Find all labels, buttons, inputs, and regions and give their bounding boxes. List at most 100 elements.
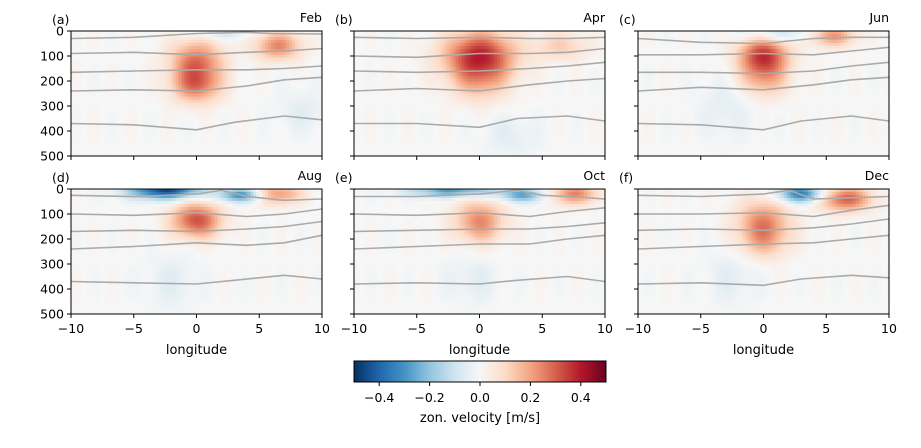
heatmap-cell <box>151 147 156 151</box>
heatmap-cell <box>151 135 156 139</box>
heatmap-cell <box>208 102 212 106</box>
heatmap-cell <box>268 51 272 56</box>
y-tick-label: 400 <box>40 124 64 139</box>
heatmap-cell <box>244 132 248 136</box>
heatmap-cell <box>160 108 165 112</box>
heatmap-cell <box>130 42 135 47</box>
heatmap-cell <box>85 99 90 103</box>
heatmap-cell <box>178 57 182 62</box>
heatmap-cell <box>443 75 448 80</box>
heatmap-cell <box>431 66 436 71</box>
heatmap-cell <box>313 66 317 71</box>
heatmap-cell <box>304 150 308 154</box>
heatmap-cell <box>79 90 84 94</box>
heatmap-cell <box>383 144 388 148</box>
heatmap-cell <box>286 111 290 115</box>
heatmap-cell <box>304 81 308 85</box>
heatmap-cell <box>217 147 221 151</box>
heatmap-cell <box>91 129 96 133</box>
heatmap-cell <box>365 150 370 154</box>
heatmap-cell <box>446 45 451 50</box>
heatmap-cell <box>277 31 281 35</box>
heatmap-cell <box>262 111 266 115</box>
heatmap-cell <box>121 66 126 71</box>
heatmap-cell <box>172 147 176 151</box>
heatmap-cell <box>422 102 427 106</box>
heatmap-cell <box>163 45 168 50</box>
heatmap-cell <box>196 87 200 91</box>
heatmap-cell <box>247 138 251 142</box>
heatmap-cell <box>235 63 239 68</box>
heatmap-cell <box>292 120 296 124</box>
heatmap-cell <box>103 132 108 136</box>
heatmap-cell <box>440 114 445 118</box>
heatmap-cell <box>401 90 406 94</box>
heatmap-cell <box>109 99 114 103</box>
heatmap-cell <box>193 72 197 77</box>
heatmap-cell <box>187 132 191 136</box>
heatmap-cell <box>449 93 454 97</box>
heatmap-cell <box>169 31 173 35</box>
heatmap-cell <box>190 132 194 136</box>
heatmap-cell <box>292 87 296 91</box>
heatmap-cell <box>250 42 254 47</box>
heatmap-cell <box>148 84 153 88</box>
heatmap-cell <box>434 33 439 38</box>
heatmap-cell <box>106 78 111 82</box>
heatmap-cell <box>298 129 302 133</box>
heatmap-cell <box>283 31 287 35</box>
heatmap-cell <box>148 99 153 103</box>
heatmap-cell <box>295 153 299 156</box>
heatmap-cell <box>91 153 96 156</box>
heatmap-cell <box>425 39 430 44</box>
heatmap-cell <box>301 147 305 151</box>
heatmap-cell <box>295 132 299 136</box>
heatmap-cell <box>166 123 171 127</box>
heatmap-cell <box>428 96 433 100</box>
heatmap-cell <box>91 48 96 53</box>
heatmap-cell <box>136 42 141 47</box>
heatmap-cell <box>304 126 308 130</box>
heatmap-cell <box>112 117 117 121</box>
heatmap-cell <box>160 111 165 115</box>
heatmap-cell <box>202 105 206 109</box>
heatmap-cell <box>301 111 305 115</box>
heatmap-cell <box>247 51 251 56</box>
heatmap-cell <box>223 111 227 115</box>
heatmap-cell <box>253 36 257 41</box>
heatmap-cell <box>395 45 400 50</box>
heatmap-cell <box>443 51 448 56</box>
heatmap-cell <box>419 111 424 115</box>
heatmap-cell <box>307 93 311 97</box>
heatmap-cell <box>133 126 138 130</box>
heatmap-cell <box>103 105 108 109</box>
heatmap-cell <box>82 90 87 94</box>
heatmap-cell <box>136 117 141 121</box>
heatmap-cell <box>112 147 117 151</box>
heatmap-cell <box>383 57 388 62</box>
heatmap-cell <box>157 42 162 47</box>
heatmap-cell <box>452 57 456 62</box>
heatmap-cell <box>166 96 171 100</box>
heatmap-cell <box>274 33 278 38</box>
heatmap-cell <box>368 117 373 121</box>
heatmap-cell <box>416 102 421 106</box>
heatmap-cell <box>106 108 111 112</box>
heatmap-cell <box>103 90 108 94</box>
heatmap-cell <box>211 48 215 53</box>
heatmap-cell <box>241 96 245 100</box>
heatmap-cell <box>115 102 120 106</box>
heatmap-cell <box>256 36 260 41</box>
heatmap-cell <box>280 117 284 121</box>
heatmap-cell <box>241 45 245 50</box>
heatmap-cell <box>295 117 299 121</box>
heatmap-cell <box>71 93 75 97</box>
heatmap-cell <box>413 60 418 65</box>
heatmap-cell <box>434 114 439 118</box>
heatmap-cell <box>455 63 459 68</box>
heatmap-cell <box>214 99 218 103</box>
heatmap-cell <box>193 117 197 121</box>
heatmap-cell <box>133 114 138 118</box>
heatmap-cell <box>199 45 203 50</box>
heatmap-cell <box>73 31 78 35</box>
